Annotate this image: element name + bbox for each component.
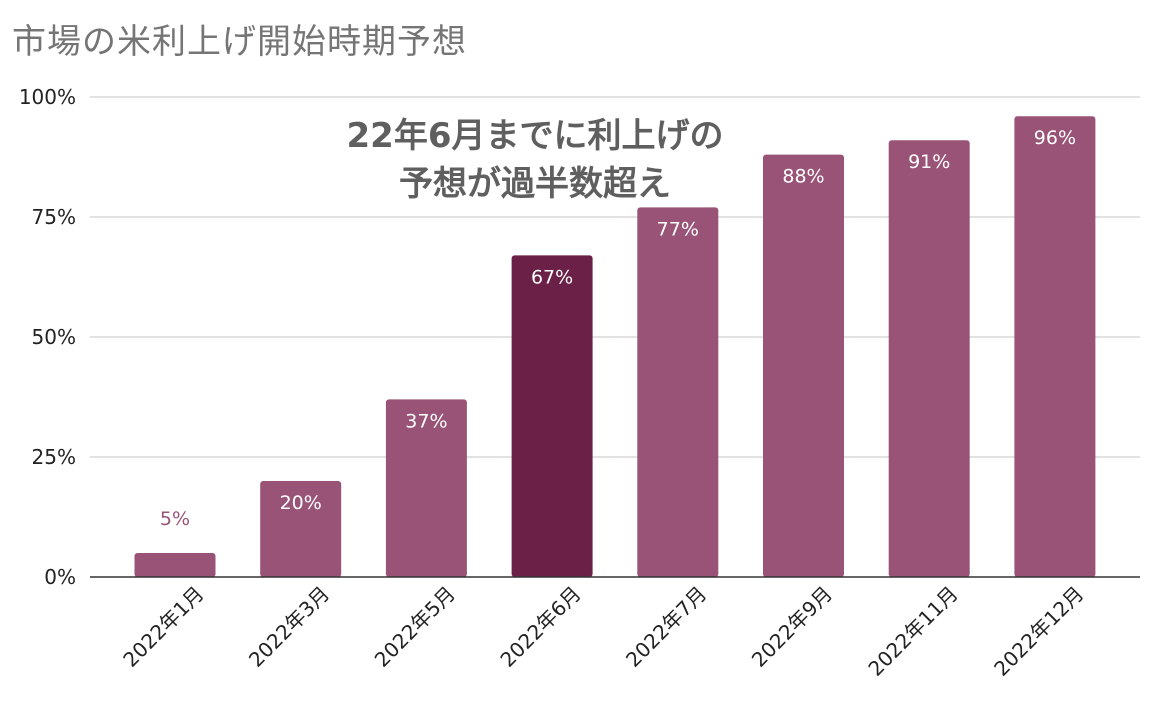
data-label: 37% bbox=[405, 410, 447, 432]
annotation-line-2: 予想が過半数超え bbox=[399, 164, 671, 204]
bar bbox=[385, 399, 467, 577]
x-tick-label: 2022年9月 bbox=[747, 582, 837, 672]
bar bbox=[134, 553, 216, 577]
x-tick-label: 2022年12月 bbox=[989, 582, 1088, 681]
data-label: 77% bbox=[657, 218, 699, 240]
x-tick-label: 2022年11月 bbox=[863, 582, 962, 681]
x-tick-label: 2022年3月 bbox=[244, 582, 334, 672]
y-tick-label: 75% bbox=[32, 205, 76, 229]
data-label: 20% bbox=[280, 492, 322, 514]
x-tick-label: 2022年7月 bbox=[621, 582, 711, 672]
bar bbox=[763, 154, 844, 577]
x-tick-label: 2022年6月 bbox=[495, 582, 585, 672]
data-label: 67% bbox=[531, 266, 573, 288]
y-tick-label: 25% bbox=[32, 445, 76, 469]
bar bbox=[260, 481, 342, 577]
y-tick-label: 100% bbox=[19, 85, 76, 109]
data-label: 91% bbox=[908, 151, 950, 173]
bar bbox=[511, 255, 593, 577]
y-tick-label: 50% bbox=[32, 325, 76, 349]
data-label: 96% bbox=[1034, 127, 1076, 149]
bar bbox=[1014, 116, 1096, 577]
x-tick-label: 2022年5月 bbox=[370, 582, 460, 672]
chart-title: 市場の米利上げ開始時期予想 bbox=[12, 22, 467, 62]
x-tick-label: 2022年1月 bbox=[118, 582, 208, 672]
bar bbox=[637, 207, 719, 577]
bar bbox=[888, 140, 970, 577]
y-tick-label: 0% bbox=[44, 565, 76, 589]
data-label: 5% bbox=[160, 508, 190, 530]
annotation-line-1: 22年6月までに利上げの bbox=[346, 116, 724, 156]
chart-annotation: 22年6月までに利上げの 予想が過半数超え bbox=[300, 112, 770, 208]
data-label: 88% bbox=[782, 166, 824, 188]
